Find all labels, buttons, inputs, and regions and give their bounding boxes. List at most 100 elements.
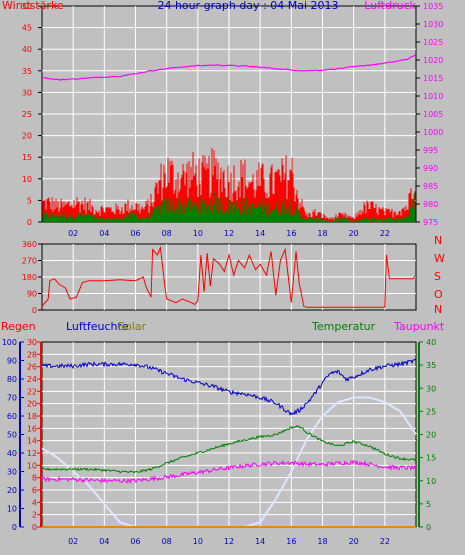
rain-tick-label: 2: [32, 511, 37, 520]
wind-axis-label: Windstärke: [2, 0, 64, 12]
humidity-tick-label: 10: [7, 505, 17, 514]
x-tick-label: 14: [255, 537, 265, 546]
wind-tick-label: 5: [27, 196, 32, 205]
compass-letter: S: [434, 270, 441, 283]
pressure-line: [41, 53, 417, 81]
x-tick-label: 22: [380, 537, 390, 546]
pressure-tick-label: 1005: [423, 110, 443, 119]
rain-tick-label: 10: [27, 461, 37, 470]
rain-tick-label: 8: [32, 474, 37, 483]
x-tick-label: 12: [224, 229, 234, 238]
temperature-tick-label: 15: [426, 454, 436, 463]
wind-tick-label: 15: [22, 153, 32, 162]
pressure-tick-label: 1020: [423, 56, 443, 65]
rain-tick-label: 28: [27, 350, 37, 359]
wind-tick-label: 50: [22, 2, 32, 11]
x-tick-label: 18: [317, 229, 327, 238]
humidity-tick-label: 50: [7, 431, 17, 440]
pressure-tick-label: 1030: [423, 20, 443, 29]
x-tick-label: 02: [68, 537, 78, 546]
pressure-tick-label: 980: [423, 200, 438, 209]
pressure-tick-label: 1015: [423, 74, 443, 83]
wind-tick-label: 0: [27, 218, 32, 227]
compass-letter: W: [434, 252, 445, 265]
pressure-tick-label: 975: [423, 218, 438, 227]
pressure-axis-ticks: 975 980 985 990 995 1000 1005 1010 1015 1020 1025 1…: [416, 2, 443, 227]
wind-pressure-x-ticks: 02 04 06 08 10 12 14 16 18 20 22: [68, 229, 390, 238]
pressure-tick-label: 1025: [423, 38, 443, 47]
x-tick-label: 06: [130, 229, 140, 238]
rain-tick-label: 30: [27, 338, 37, 347]
direction-tick-label: 360: [22, 240, 37, 249]
x-tick-label: 10: [193, 537, 203, 546]
x-tick-label: 16: [286, 229, 296, 238]
humidity-tick-label: 20: [7, 486, 17, 495]
temperature-tick-label: 35: [426, 361, 436, 370]
temperature-tick-label: 30: [426, 384, 436, 393]
wind-direction-series: [41, 245, 417, 308]
rain-tick-label: 0: [32, 523, 37, 532]
dewpoint-series: [41, 459, 417, 484]
x-tick-label: 20: [349, 229, 359, 238]
direction-tick-label: 270: [22, 257, 37, 266]
x-tick-label: 16: [286, 537, 296, 546]
temperature-series: [41, 424, 417, 474]
climate-panel: 0102030405060708090100024681012141618202…: [1, 320, 445, 546]
humidity-tick-label: 70: [7, 394, 17, 403]
wind-bars: [42, 148, 416, 222]
wind-tick-label: 35: [22, 67, 32, 76]
wind-direction-ticks: 0 90 180 270 360: [22, 240, 42, 315]
pressure-tick-label: 1000: [423, 128, 443, 137]
x-tick-label: 08: [162, 229, 172, 238]
temperature-tick-label: 0: [426, 523, 431, 532]
temperature-tick-label: 10: [426, 477, 436, 486]
rain-tick-label: 6: [32, 486, 37, 495]
humidity-tick-label: 90: [7, 357, 17, 366]
wind-pressure-grid: [42, 6, 416, 222]
wind-direction-grid: [42, 244, 416, 310]
x-tick-label: 10: [193, 229, 203, 238]
rain-tick-label: 18: [27, 412, 37, 421]
compass-letter: N: [434, 234, 442, 247]
pressure-series: [41, 53, 417, 81]
rain-tick-label: 14: [27, 437, 37, 446]
compass-letter: N: [434, 303, 442, 316]
rain-tick-label: 12: [27, 449, 37, 458]
x-tick-label: 04: [99, 229, 109, 238]
wind-tick-label: 25: [22, 110, 32, 119]
climate-lines: [41, 358, 417, 528]
direction-tick-label: 90: [27, 290, 37, 299]
x-tick-label: 02: [68, 229, 78, 238]
humidity-tick-label: 80: [7, 375, 17, 384]
x-tick-label: 12: [224, 537, 234, 546]
x-tick-label: 20: [349, 537, 359, 546]
chart-title: 24 hour graph day : 04 Mai 2013: [157, 0, 338, 12]
rain-tick-label: 26: [27, 363, 37, 372]
pressure-tick-label: 1010: [423, 92, 443, 101]
x-tick-label: 04: [99, 537, 109, 546]
x-tick-label: 22: [380, 229, 390, 238]
rain-tick-label: 4: [32, 498, 37, 507]
pressure-tick-label: 1035: [423, 2, 443, 11]
x-tick-label: 18: [317, 537, 327, 546]
rain-label: Regen: [1, 320, 36, 333]
wind-tick-label: 40: [22, 45, 32, 54]
humidity-tick-label: 60: [7, 412, 17, 421]
climate-axes: 0102030405060708090100024681012141618202…: [2, 338, 436, 532]
x-tick-label: 06: [130, 537, 140, 546]
direction-tick-label: 0: [32, 306, 37, 315]
humidity-label: Luftfeuchte: [66, 320, 129, 333]
wind-tick-label: 10: [22, 175, 32, 184]
pressure-tick-label: 990: [423, 164, 438, 173]
pressure-axis-label: Luftdruck: [364, 0, 416, 12]
compass-letter: O: [434, 288, 443, 301]
temperature-tick-label: 5: [426, 500, 431, 509]
x-tick-label: 14: [255, 229, 265, 238]
wind-tick-label: 20: [22, 132, 32, 141]
climate-x-ticks: 02 04 06 08 10 12 14 16 18 20 22: [68, 537, 390, 546]
